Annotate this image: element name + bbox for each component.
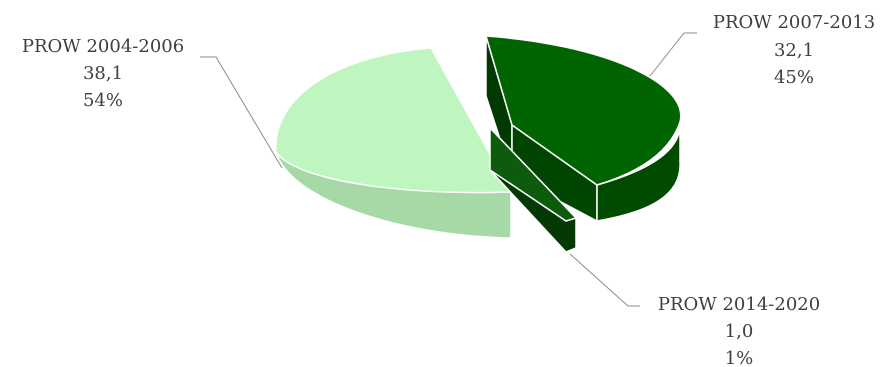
leader-line-prow-2007-2013 bbox=[649, 32, 697, 77]
data-label-value-prow-2014-2020: 1,0 bbox=[725, 321, 754, 342]
pie-slice-prow-2004-2006 bbox=[274, 47, 513, 239]
leader-line-prow-2004-2006 bbox=[200, 56, 283, 169]
data-label-name-prow-2014-2020: PROW 2014-2020 bbox=[658, 294, 820, 315]
pie-slice-top-prow-2004-2006 bbox=[275, 47, 513, 194]
data-label-percent-prow-2004-2006: 54% bbox=[83, 90, 123, 111]
data-label-percent-prow-2007-2013: 45% bbox=[774, 67, 814, 88]
data-label-prow-2004-2006: PROW 2004-2006 38,1 54% bbox=[22, 36, 184, 111]
data-label-value-prow-2007-2013: 32,1 bbox=[774, 40, 814, 61]
data-label-name-prow-2004-2006: PROW 2004-2006 bbox=[22, 36, 184, 57]
data-label-prow-2014-2020: PROW 2014-2020 1,0 1% bbox=[658, 294, 820, 367]
pie-slice-top-prow-2014-2020 bbox=[489, 126, 578, 222]
pie-slice-top-prow-2007-2013 bbox=[484, 35, 682, 186]
data-label-value-prow-2004-2006: 38,1 bbox=[83, 63, 123, 84]
pie-slice-side-prow-2007-2013 bbox=[596, 121, 681, 222]
data-label-prow-2007-2013: PROW 2007-2013 32,1 45% bbox=[713, 12, 875, 88]
pie-slice-prow-2007-2013 bbox=[484, 35, 682, 223]
data-label-percent-prow-2014-2020: 1% bbox=[725, 348, 754, 367]
pie-slice-prow-2014-2020 bbox=[489, 126, 578, 253]
leader-line-prow-2014-2020 bbox=[569, 253, 640, 307]
data-label-name-prow-2007-2013: PROW 2007-2013 bbox=[713, 12, 875, 33]
